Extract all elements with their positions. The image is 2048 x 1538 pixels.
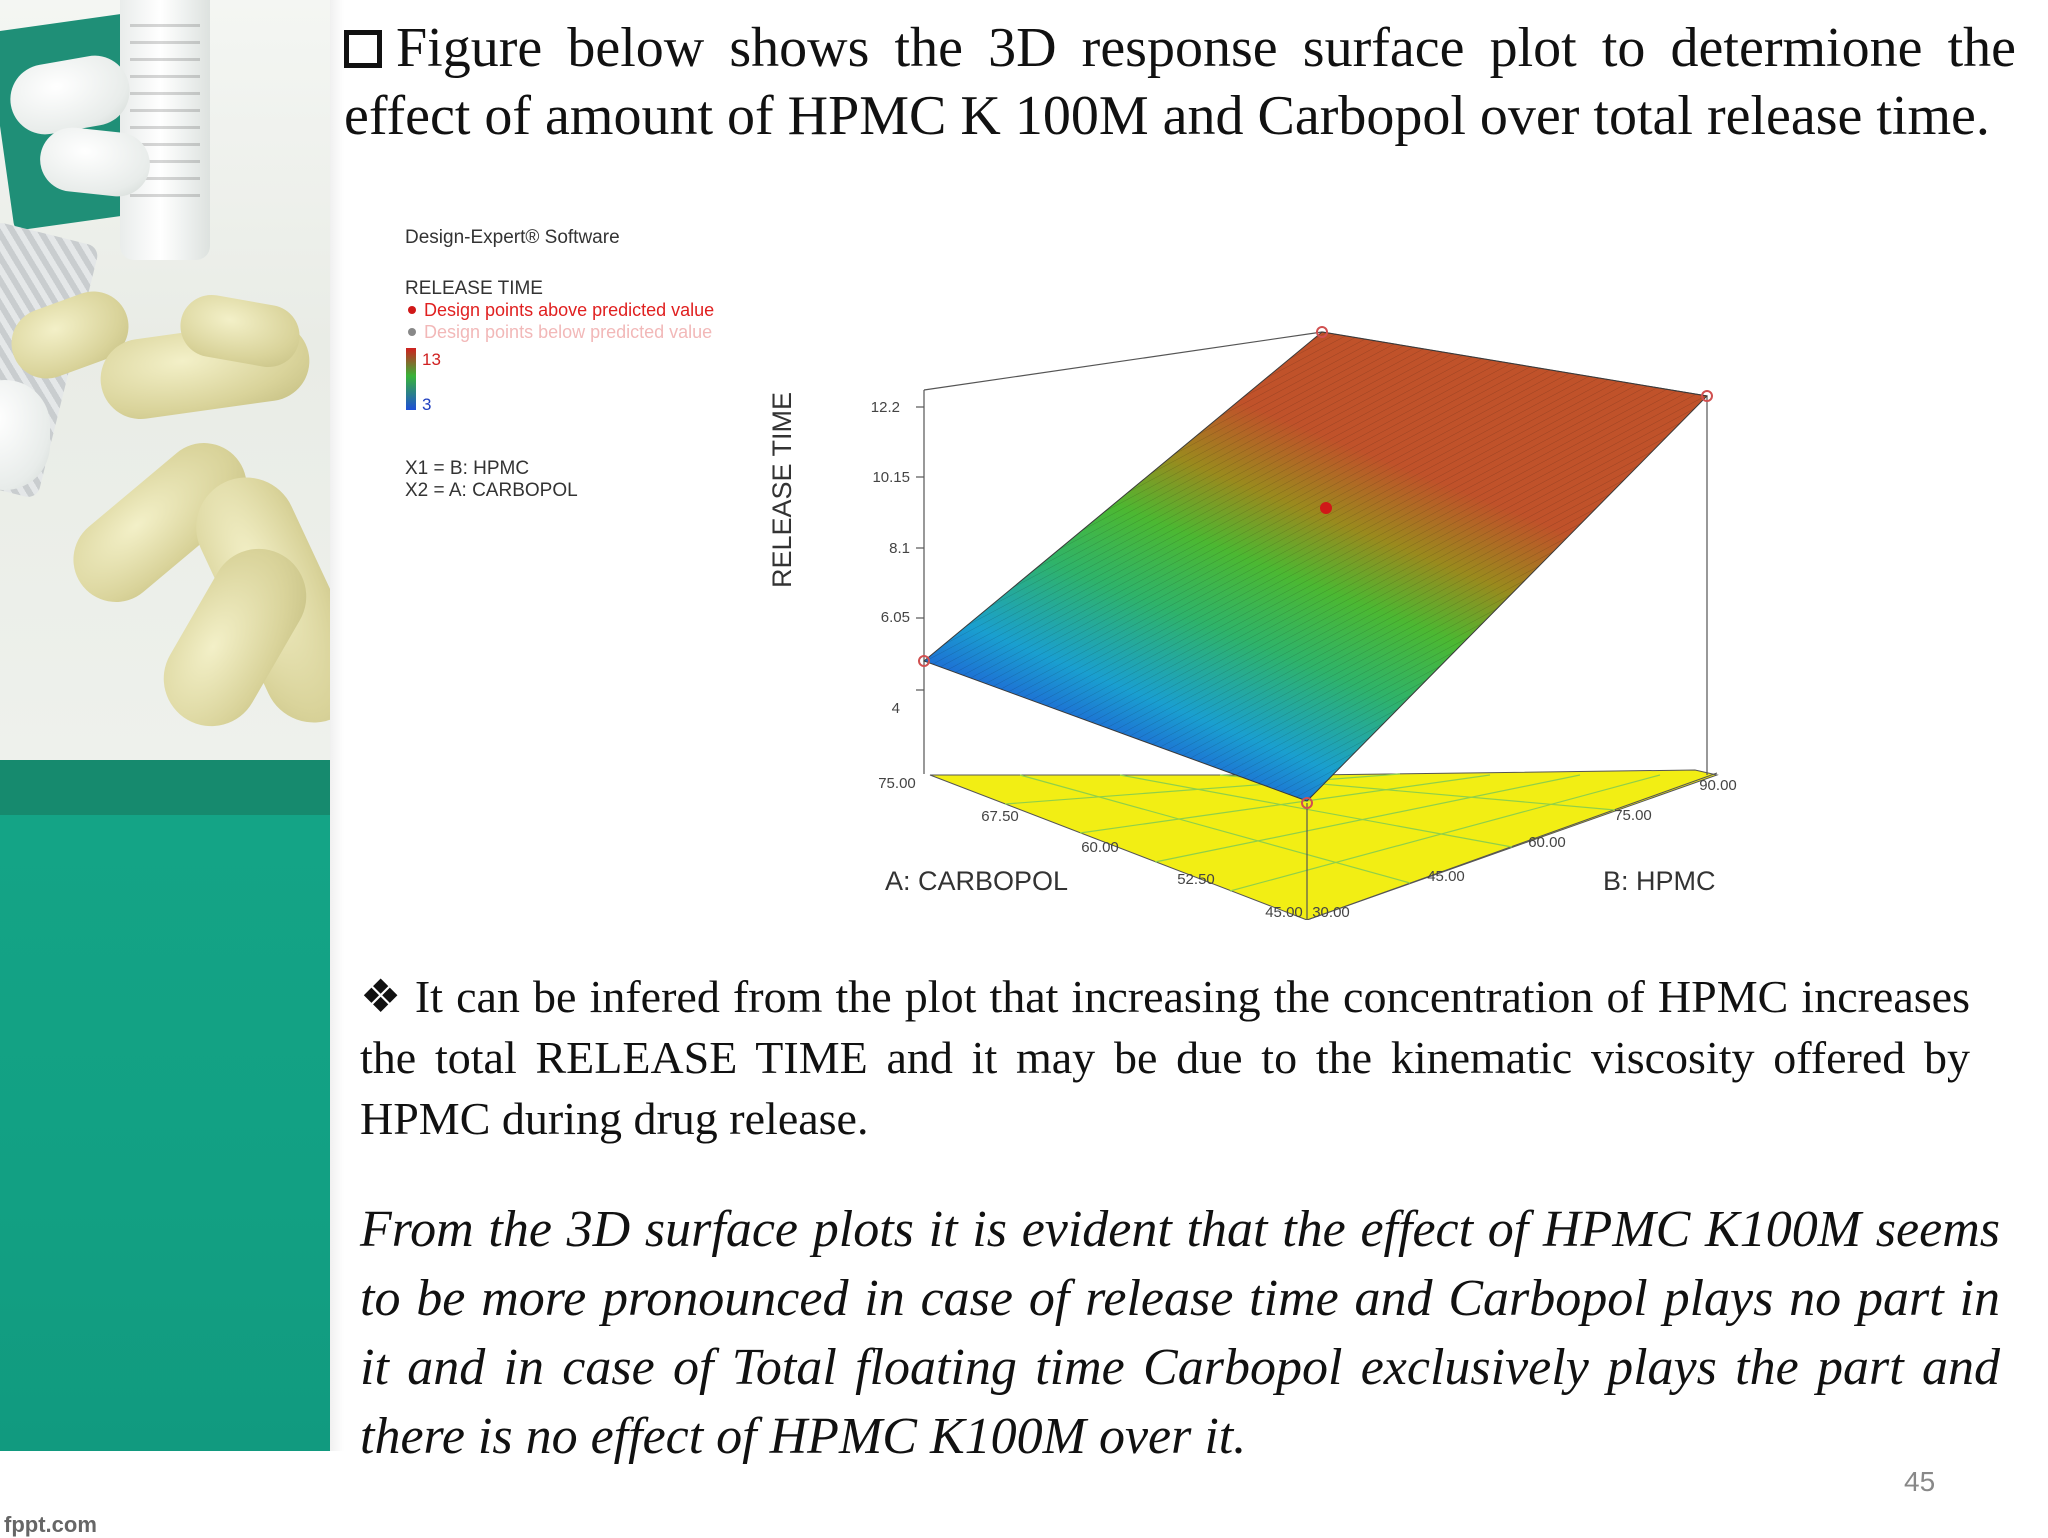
carbopol-tick: 45.00 xyxy=(1265,904,1303,920)
teal-panel xyxy=(0,815,330,1451)
dark-teal-band xyxy=(0,760,330,815)
footer-brand: fppt.com xyxy=(4,1512,97,1537)
carbopol-tick: 75.00 xyxy=(878,775,916,792)
hpmc-tick: 30.00 xyxy=(1312,904,1350,920)
scale-low: 3 xyxy=(422,395,431,414)
carbopol-tick: 67.50 xyxy=(981,808,1019,825)
software-label: Design-Expert® Software xyxy=(405,227,620,248)
below-point-marker xyxy=(408,328,416,336)
design-point xyxy=(918,655,930,667)
x-axis-label: A: CARBOPOL xyxy=(885,866,1068,896)
carbopol-tick: 60.00 xyxy=(1081,839,1119,856)
slide-number: 45 xyxy=(1904,1466,1936,1497)
medicine-bottle xyxy=(120,0,210,260)
bullet-text: It can be infered from the plot that inc… xyxy=(360,971,1970,1144)
bullet-paragraph: ❖ It can be infered from the plot that in… xyxy=(360,966,1970,1149)
floor-plane xyxy=(929,769,1719,920)
z-tick: 4 xyxy=(892,700,900,717)
hpmc-tick: 75.00 xyxy=(1614,807,1652,824)
y-axis-label: B: HPMC xyxy=(1603,866,1716,896)
floor-grid xyxy=(1004,773,1661,892)
hpmc-tick: 60.00 xyxy=(1528,834,1566,851)
color-scale-bar xyxy=(406,348,416,410)
z-tick: 10.15 xyxy=(872,469,910,486)
response-surface-figure: Design-Expert® Software RELEASE TIME Des… xyxy=(405,227,1737,920)
panel-shadow xyxy=(330,0,344,1451)
z-tick: 12.2 xyxy=(871,399,900,416)
center-design-point xyxy=(1320,502,1332,514)
diamond-bullet-icon: ❖ xyxy=(360,971,403,1022)
carbopol-tick: 52.50 xyxy=(1177,871,1215,888)
design-point xyxy=(1301,797,1313,809)
factor-x2: X2 = A: CARBOPOL xyxy=(405,480,578,501)
design-point xyxy=(1316,326,1328,338)
z-tick: 6.05 xyxy=(881,609,910,626)
slide-heading: Figure below shows the 3D response surfa… xyxy=(344,14,2016,150)
hpmc-tick: 45.00 xyxy=(1427,868,1465,885)
z-tick-marks xyxy=(916,406,924,691)
surface-mesh xyxy=(924,332,1707,801)
legend-below: Design points below predicted value xyxy=(424,322,712,342)
conclusion-paragraph: From the 3D surface plots it is evident … xyxy=(360,1201,2000,1465)
heading-text: Figure below shows the 3D response surfa… xyxy=(344,17,2016,147)
design-point xyxy=(1701,390,1713,402)
pills-photo xyxy=(0,0,330,760)
z-tick: 8.1 xyxy=(889,540,910,557)
above-point-marker xyxy=(408,306,416,314)
checkbox-bullet-icon xyxy=(344,30,382,68)
hpmc-tick: 90.00 xyxy=(1699,777,1737,794)
z-axis-label: RELEASE TIME xyxy=(767,392,797,588)
legend-above: Design points above predicted value xyxy=(424,300,714,320)
response-name: RELEASE TIME xyxy=(405,278,543,299)
scale-high: 13 xyxy=(422,350,441,369)
factor-x1: X1 = B: HPMC xyxy=(405,458,529,479)
